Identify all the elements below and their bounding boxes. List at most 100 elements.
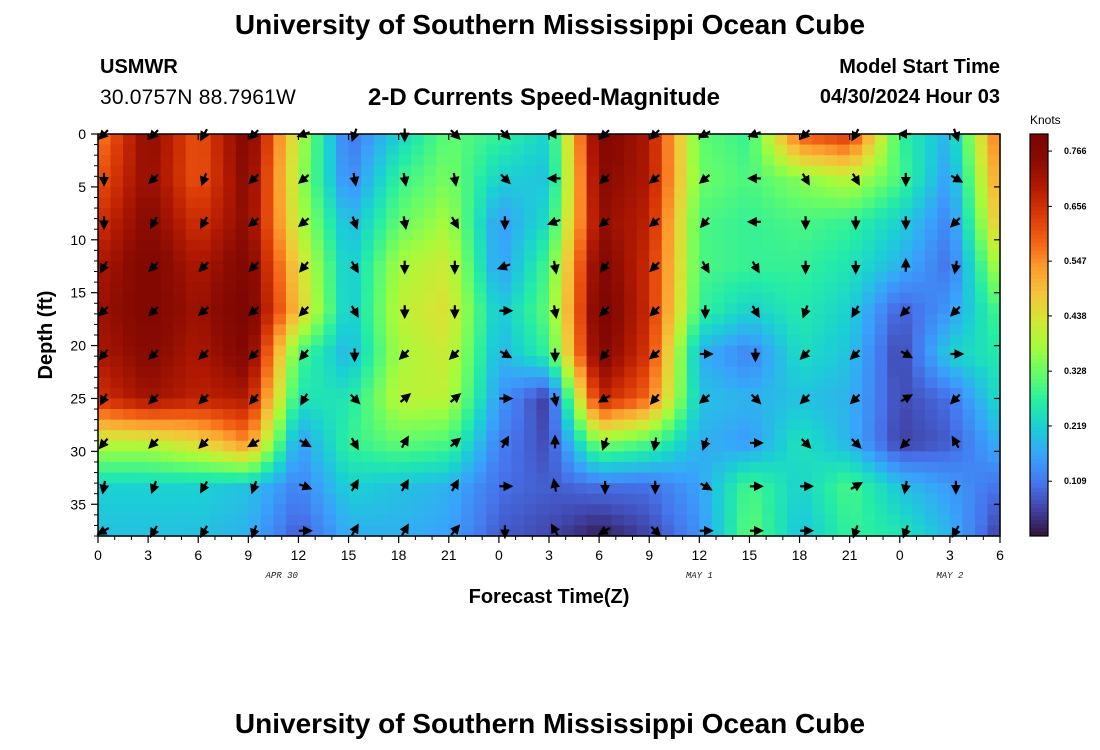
current-arrow	[951, 435, 961, 449]
heatmap-cell	[736, 345, 751, 357]
heatmap-cell	[824, 271, 838, 283]
heatmap-cell	[148, 409, 162, 421]
heatmap-cell	[386, 186, 400, 199]
heatmap-cell	[210, 303, 224, 315]
heatmap-cell	[749, 218, 763, 230]
heatmap-cell	[310, 134, 325, 146]
heatmap-cell	[649, 313, 663, 326]
heatmap-cell	[298, 419, 312, 431]
colorbar-tick-label: 0.766	[1064, 146, 1087, 156]
heatmap-cell	[574, 313, 588, 326]
heatmap-cell	[398, 197, 412, 209]
heatmap-cell	[248, 324, 262, 336]
heatmap-cell	[436, 409, 450, 421]
heatmap-cell	[411, 356, 425, 368]
heatmap-cell	[536, 387, 550, 400]
heatmap-cell	[974, 483, 989, 495]
heatmap-cell	[574, 398, 588, 410]
heatmap-cell	[611, 303, 625, 315]
heatmap-cell	[523, 525, 538, 537]
heatmap-cell	[774, 461, 788, 474]
heatmap-cell	[373, 134, 387, 146]
colorbar-segment	[1030, 519, 1048, 525]
heatmap-cell	[473, 144, 487, 156]
heatmap-cell	[736, 218, 751, 230]
heatmap-cell	[323, 250, 337, 262]
heatmap-cell	[761, 356, 776, 368]
heatmap-cell	[674, 493, 688, 505]
heatmap-cell	[686, 134, 700, 146]
heatmap-cell	[498, 472, 513, 484]
heatmap-cell	[536, 303, 550, 315]
heatmap-cell	[123, 483, 137, 495]
heatmap-cell	[862, 313, 876, 326]
heatmap-cell	[536, 356, 550, 368]
current-arrow	[750, 260, 760, 274]
heatmap-cell	[436, 324, 450, 336]
heatmap-cell	[812, 282, 826, 294]
heatmap-cell	[561, 504, 575, 516]
heatmap-cell	[448, 461, 462, 474]
heatmap-cell	[185, 366, 199, 378]
heatmap-cell	[148, 504, 162, 516]
colorbar-segment	[1030, 467, 1048, 473]
heatmap-cell	[749, 197, 763, 209]
colorbar-segment	[1030, 515, 1048, 521]
colorbar-segment	[1030, 286, 1048, 292]
heatmap-cell	[549, 409, 563, 421]
heatmap-cell	[761, 165, 776, 177]
heatmap-cell	[298, 282, 312, 294]
heatmap-cell	[486, 134, 500, 146]
heatmap-cell	[185, 356, 199, 368]
heatmap-cell	[323, 493, 337, 505]
heatmap-cell	[185, 239, 199, 251]
heatmap-cell	[498, 250, 513, 262]
heatmap-cell	[724, 440, 738, 452]
heatmap-cell	[736, 239, 751, 251]
heatmap-cell	[298, 155, 312, 167]
heatmap-cell	[987, 335, 1001, 347]
heatmap-cell	[185, 186, 199, 199]
heatmap-cell	[949, 271, 964, 283]
heatmap-cell	[260, 419, 274, 431]
heatmap-cell	[874, 525, 888, 537]
heatmap-cell	[185, 197, 199, 209]
heatmap-cell	[98, 155, 112, 167]
heatmap-cell	[787, 260, 801, 273]
heatmap-cell	[611, 461, 625, 474]
heatmap-cell	[686, 398, 700, 410]
heatmap-cell	[373, 335, 387, 347]
heatmap-cell	[724, 313, 738, 326]
heatmap-cell	[974, 525, 989, 537]
heatmap-cell	[987, 430, 1001, 442]
heatmap-cell	[736, 176, 751, 188]
heatmap-cell	[436, 208, 450, 220]
colorbar-tick-label: 0.109	[1064, 476, 1087, 486]
heatmap-cell	[887, 387, 901, 400]
heatmap-cell	[523, 366, 538, 378]
heatmap-cell	[761, 409, 776, 421]
heatmap-cell	[135, 356, 149, 368]
heatmap-cell	[761, 134, 776, 146]
heatmap-cell	[849, 250, 863, 262]
date-label: MAY 2	[936, 571, 964, 581]
heatmap-cell	[599, 472, 613, 484]
current-arrow	[949, 306, 961, 317]
heatmap-cell	[198, 335, 212, 347]
heatmap-cell	[173, 313, 187, 326]
colorbar-segment	[1030, 507, 1048, 513]
heatmap-cell	[298, 197, 312, 209]
current-arrow	[648, 217, 661, 228]
heatmap-cell	[774, 218, 788, 230]
heatmap-cell	[574, 451, 588, 463]
heatmap-cell	[962, 218, 976, 230]
heatmap-cell	[711, 239, 725, 251]
heatmap-cell	[937, 377, 951, 389]
heatmap-cell	[423, 134, 437, 146]
heatmap-cell	[473, 335, 487, 347]
heatmap-cell	[874, 430, 888, 442]
heatmap-cell	[912, 430, 926, 442]
heatmap-cell	[98, 282, 112, 294]
heatmap-cell	[361, 398, 375, 410]
heatmap-cell	[837, 514, 851, 527]
